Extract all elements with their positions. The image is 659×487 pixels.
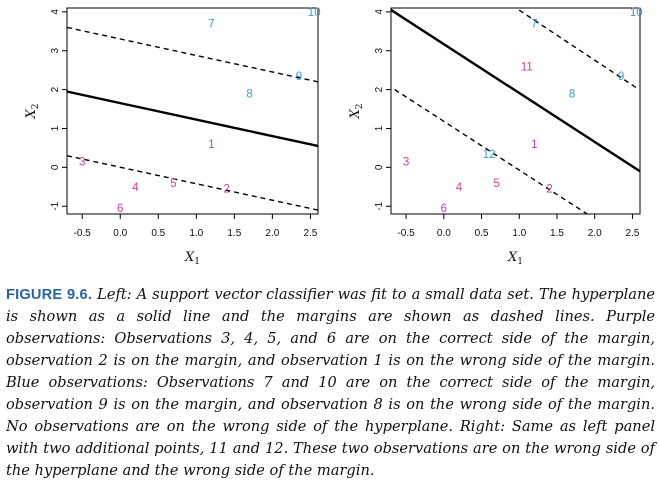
hyperplane-line: [67, 90, 318, 148]
y-tick-label: 3: [50, 48, 61, 54]
x-tick-label: -0.5: [397, 228, 415, 239]
x-axis-title: X1: [507, 250, 523, 267]
left-panel: -0.5 0.0 0.5 1.0 1.5 2.0 2.5 -1 0 1 2 3 4 X1 X2 1 2 3 4 5 6 7…: [24, 7, 321, 267]
upper-margin-line: [67, 26, 318, 83]
hyperplane-line: [391, 8, 640, 173]
observation-8: 8: [246, 89, 252, 101]
y-tick-label: -1: [374, 201, 385, 210]
y-tick-label: -1: [50, 201, 61, 210]
x-tick-label: 1.0: [512, 228, 526, 239]
x-tick-label: 1.0: [189, 228, 203, 239]
observation-6: 6: [117, 203, 123, 215]
observation-2: 2: [546, 184, 552, 196]
x-tick-label: 0.5: [475, 228, 489, 239]
x-tick-label: 0.0: [113, 228, 127, 239]
observation-2: 2: [224, 184, 230, 196]
y-tick-label: 3: [374, 48, 385, 54]
figure-caption: FIGURE 9.6. Left: A support vector class…: [6, 284, 655, 482]
observation-9: 9: [296, 71, 302, 83]
observation-10: 10: [308, 7, 321, 19]
observation-6: 6: [441, 203, 447, 215]
observation-7: 7: [208, 19, 214, 31]
observation-4: 4: [456, 182, 463, 194]
x-tick-label: 2.5: [626, 228, 640, 239]
x-tick-label: 1.5: [550, 228, 564, 239]
y-tick-label: 1: [374, 125, 385, 131]
x-tick-label: 0.5: [151, 228, 165, 239]
plot-frame: [66, 7, 319, 215]
lower-margin-line: [67, 155, 318, 211]
x-tick-label: 2.5: [303, 228, 317, 239]
observation-1: 1: [208, 139, 214, 151]
observation-11: 11: [521, 61, 533, 73]
observation-5: 5: [170, 178, 176, 190]
x-axis-title: X1: [184, 250, 200, 267]
x-tick-label: 0.0: [437, 228, 451, 239]
y-axis-title: X2: [24, 104, 41, 120]
x-tick-label: 1.5: [227, 228, 241, 239]
observation-5: 5: [493, 178, 499, 190]
y-tick-label: 2: [50, 86, 61, 92]
observation-9: 9: [618, 71, 624, 83]
x-tick-label: 2.0: [588, 228, 602, 239]
y-tick-label: 4: [50, 9, 61, 15]
y-tick-label: 0: [374, 164, 385, 170]
observation-8: 8: [569, 89, 575, 101]
y-axis-title: X2: [348, 104, 365, 120]
observation-4: 4: [132, 182, 139, 194]
observation-10: 10: [630, 7, 643, 19]
observation-7: 7: [531, 19, 537, 31]
x-tick-label: 2.0: [265, 228, 279, 239]
lower-margin-line: [394, 89, 588, 214]
observation-12: 12: [483, 149, 496, 161]
upper-margin-line: [514, 8, 637, 89]
caption-text: Left: A support vector classifier was fi…: [6, 286, 656, 479]
y-tick-label: 0: [50, 164, 61, 170]
x-tick-label: -0.5: [74, 228, 92, 239]
y-tick-label: 2: [374, 86, 385, 92]
observation-3: 3: [79, 157, 85, 169]
observation-3: 3: [403, 157, 409, 169]
observation-1: 1: [531, 139, 537, 151]
caption-label: FIGURE 9.6.: [6, 287, 93, 303]
y-tick-label: 4: [374, 9, 385, 15]
y-tick-label: 1: [50, 125, 61, 131]
